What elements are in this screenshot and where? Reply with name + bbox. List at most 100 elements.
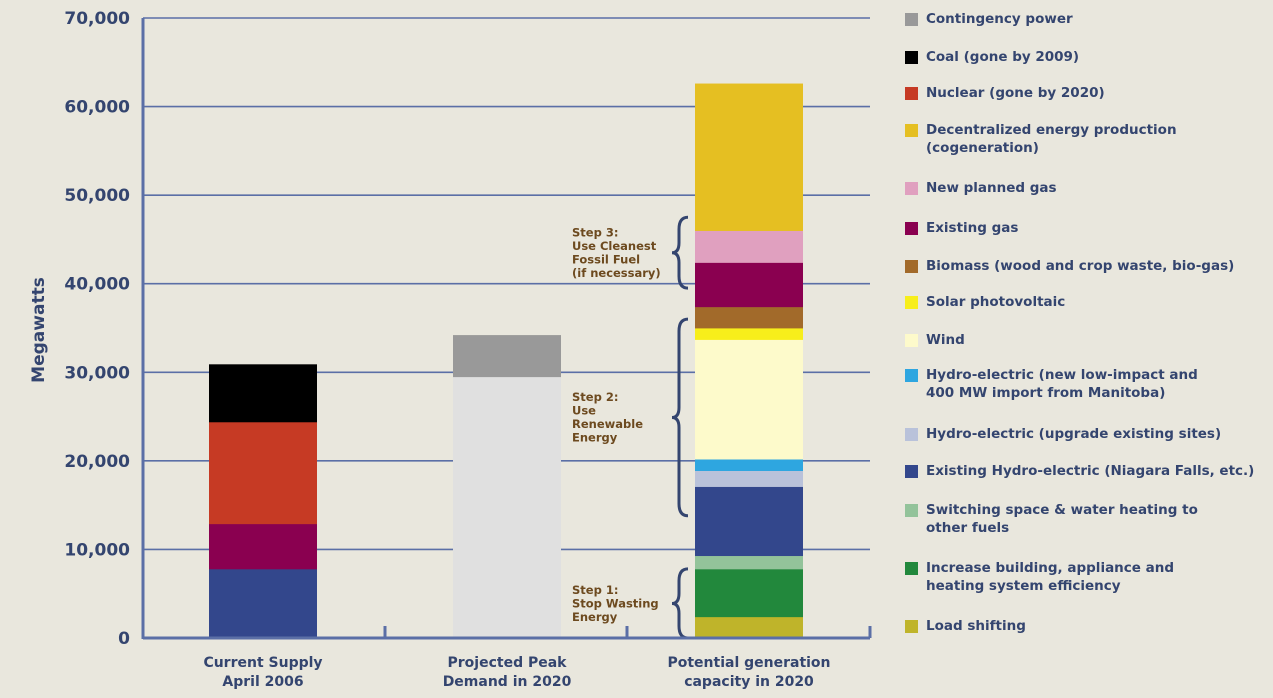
segment-hydro-electric-new-low-impact-and-400-mw-import-from-manitoba	[695, 459, 803, 471]
legend-label: Switching space & water heating to other…	[926, 502, 1198, 536]
legend-swatch	[905, 260, 918, 273]
step-label: Step 3:	[572, 225, 618, 239]
segment-wind	[695, 339, 803, 460]
legend-label: Decentralized energy production (cogener…	[926, 122, 1177, 156]
legend-swatch	[905, 334, 918, 347]
legend-label: Biomass (wood and crop waste, bio-gas)	[926, 258, 1235, 274]
segment-projected-peak-demand	[453, 376, 561, 639]
legend-swatch	[905, 562, 918, 575]
legend-label: New planned gas	[926, 180, 1057, 196]
legend-label: Hydro-electric (new low-impact and 400 M…	[926, 367, 1198, 401]
legend-swatch	[905, 428, 918, 441]
category-label: Current Supply	[203, 655, 322, 671]
brace-icon	[671, 215, 689, 290]
segment-existing-gas	[695, 262, 803, 308]
bar-2	[453, 335, 561, 639]
legend-item: New planned gas	[905, 179, 1057, 197]
segment-new-planned-gas	[695, 230, 803, 263]
step-label: Energy	[572, 610, 618, 624]
legend-item: Existing Hydro-electric (Niagara Falls, …	[905, 462, 1254, 480]
segment-load-shifting	[695, 616, 803, 639]
segment-existing-hydro-electric	[209, 568, 317, 639]
y-axis-label: Megawatts	[29, 277, 49, 383]
legend-swatch	[905, 465, 918, 478]
legend-swatch	[905, 51, 918, 64]
step-label: Renewable	[572, 417, 643, 431]
bar-1	[209, 364, 317, 639]
legend-item: Hydro-electric (upgrade existing sites)	[905, 425, 1221, 443]
legend-item: Biomass (wood and crop waste, bio-gas)	[905, 257, 1234, 275]
y-tick-label: 70,000	[64, 9, 130, 29]
legend-label: Hydro-electric (upgrade existing sites)	[926, 426, 1222, 442]
step-label: Energy	[572, 431, 618, 445]
legend-swatch	[905, 13, 918, 26]
y-tick-label: 0	[118, 629, 130, 649]
segment-switching-space-water-heating-to-other-fuels	[695, 555, 803, 570]
segment-nuclear	[209, 421, 317, 525]
legend-item: Switching space & water heating to other…	[905, 501, 1198, 537]
y-tick-labels: 0 10,000 20,000 30,000 40,000 50,000 60,000 70,…	[64, 9, 130, 649]
legend-label: Existing gas	[926, 220, 1019, 236]
legend-label: Wind	[926, 332, 965, 348]
legend-swatch	[905, 124, 918, 137]
y-tick-label: 50,000	[64, 186, 130, 206]
category-label: Projected Peak	[448, 655, 568, 671]
y-tick-label: 30,000	[64, 363, 130, 383]
legend-label: Solar photovoltaic	[926, 294, 1066, 310]
category-label: April 2006	[222, 674, 303, 690]
legend-swatch	[905, 296, 918, 309]
step-label: (if necessary)	[572, 266, 661, 280]
legend-label: Nuclear (gone by 2020)	[926, 85, 1105, 101]
step-label: Stop Wasting	[572, 596, 659, 610]
segment-contingency-power	[453, 335, 561, 378]
legend-label: Coal (gone by 2009)	[926, 49, 1080, 65]
brace-icon	[671, 317, 689, 518]
legend-item: Nuclear (gone by 2020)	[905, 84, 1105, 102]
legend-swatch	[905, 504, 918, 517]
legend-label: Load shifting	[926, 618, 1026, 634]
y-tick-label: 10,000	[64, 540, 130, 560]
segment-hydro-electric-upgrade-existing-sites	[695, 470, 803, 487]
legend-swatch	[905, 87, 918, 100]
brace-icon	[671, 567, 689, 640]
legend-item: Wind	[905, 331, 965, 349]
legend-label: Contingency power	[926, 11, 1073, 27]
category-labels: Current Supply April 2006 Projected Peak De…	[203, 655, 830, 690]
step-label: Step 1:	[572, 583, 618, 597]
legend-swatch	[905, 369, 918, 382]
legend-swatch	[905, 182, 918, 195]
category-label: Demand in 2020	[443, 674, 572, 690]
bars	[209, 83, 803, 639]
segment-coal	[209, 364, 317, 423]
legend-item: Contingency power	[905, 10, 1073, 28]
step-label: Fossil Fuel	[572, 252, 640, 266]
legend-item: Increase building, appliance and heating…	[905, 559, 1174, 595]
axes	[141, 18, 872, 640]
legend-item: Load shifting	[905, 617, 1026, 635]
segment-increase-building-appliance-and-heating-system-efficiency	[695, 568, 803, 618]
category-label: capacity in 2020	[684, 674, 814, 690]
segment-biomass	[695, 306, 803, 329]
legend-item: Solar photovoltaic	[905, 293, 1065, 311]
y-tick-label: 20,000	[64, 452, 130, 472]
y-tick-label: 60,000	[64, 98, 130, 118]
legend-item: Coal (gone by 2009)	[905, 48, 1079, 66]
segment-decentralized-energy-production-cogeneration	[695, 83, 803, 231]
bar-3	[695, 83, 803, 639]
step-label: Step 2:	[572, 390, 618, 404]
legend-label: Existing Hydro-electric (Niagara Falls, …	[926, 463, 1255, 479]
legend-item: Existing gas	[905, 219, 1018, 237]
legend-label: Increase building, appliance and heating…	[926, 560, 1175, 594]
segment-solar-photovoltaic	[695, 328, 803, 340]
legend-swatch	[905, 222, 918, 235]
legend-item: Decentralized energy production (cogener…	[905, 121, 1177, 157]
step-label: Use	[572, 404, 596, 418]
y-tick-label: 40,000	[64, 275, 130, 295]
segment-existing-hydro-electric	[695, 486, 803, 557]
segment-existing-gas	[209, 523, 317, 570]
